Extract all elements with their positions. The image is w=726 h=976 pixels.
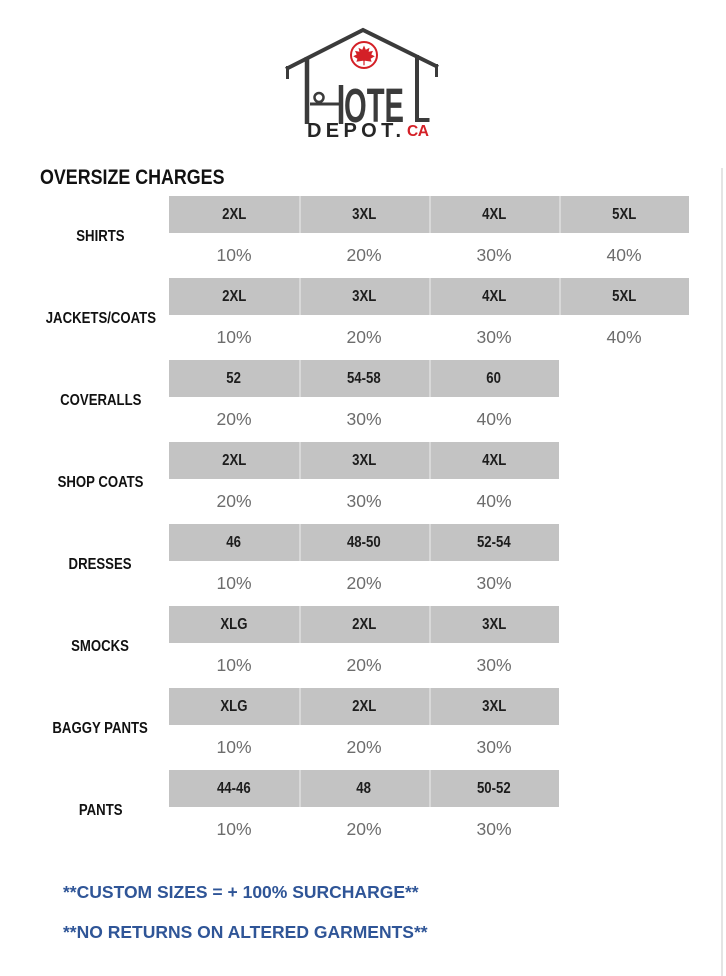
charge-cell: 30% <box>476 245 512 265</box>
size-header-bar: XLG 2XL 3XL <box>169 606 559 643</box>
charge-cell: 20% <box>346 819 382 839</box>
size-header-bar: 2XL 3XL 4XL <box>169 442 559 479</box>
table-row-jackets-coats: JACKETS/COATS 2XL 3XL 4XL 5XL 10% 20% 30… <box>0 278 726 360</box>
size-header-bar: 46 48-50 52-54 <box>169 524 559 561</box>
category-label: SHIRTS <box>76 228 125 245</box>
table-row-dresses: DRESSES 46 48-50 52-54 10% 20% 30% <box>0 524 726 606</box>
charge-cell: 10% <box>216 819 252 839</box>
size-header-cell: 52 <box>226 369 242 387</box>
table-row-pants: PANTS 44-46 48 50-52 10% 20% 30% <box>0 770 726 852</box>
page-edge-line <box>721 168 723 976</box>
size-header-cell: 48 <box>299 770 429 807</box>
size-header-cell: 5XL <box>559 278 689 315</box>
size-header-cell: 3XL <box>299 278 429 315</box>
category-label: SMOCKS <box>71 638 130 655</box>
charge-cell: 30% <box>476 573 512 593</box>
size-header-cell: 4XL <box>429 196 559 233</box>
category-label: JACKETS/COATS <box>45 310 156 327</box>
charge-row: 10% 20% 30% <box>169 725 559 770</box>
size-header-cell: 4XL <box>429 442 559 479</box>
size-header-cell: XLG <box>220 697 248 715</box>
bed-icon <box>310 85 344 124</box>
logo-depot-text: DEPOT. <box>307 120 401 142</box>
charge-cell: 40% <box>606 327 642 347</box>
charge-row: 10% 20% 30% <box>169 643 559 688</box>
category-label: SHOP COATS <box>57 474 144 491</box>
size-header-cell: 2XL <box>299 688 429 725</box>
size-header-bar: 52 54-58 60 <box>169 360 559 397</box>
charge-cell: 30% <box>476 819 512 839</box>
hotel-depot-logo: OTE DEPOT. CA <box>270 18 452 150</box>
charge-cell: 30% <box>476 737 512 757</box>
size-header-cell: 3XL <box>299 442 429 479</box>
logo-ca-text: CA <box>407 123 429 140</box>
size-header-cell: 54-58 <box>299 360 429 397</box>
size-header-cell: 48-50 <box>299 524 429 561</box>
charge-cell: 10% <box>216 245 252 265</box>
size-header-cell: 50-52 <box>429 770 559 807</box>
charge-cell: 20% <box>346 573 382 593</box>
size-header-cell: 3XL <box>429 606 559 643</box>
category-label: PANTS <box>78 802 123 819</box>
charge-row: 10% 20% 30% <box>169 807 559 852</box>
charge-cell: 10% <box>216 655 252 675</box>
charge-row: 20% 30% 40% <box>169 397 559 442</box>
charge-cell: 20% <box>346 245 382 265</box>
category-label: COVERALLS <box>59 392 142 409</box>
charge-cell: 10% <box>216 737 252 757</box>
charge-row: 10% 20% 30% <box>169 561 559 606</box>
size-header-cell: 52-54 <box>429 524 559 561</box>
charge-cell: 10% <box>216 573 252 593</box>
category-label: DRESSES <box>69 556 132 573</box>
oversize-charges-table: SHIRTS 2XL 3XL 4XL 5XL 10% 20% 30% 40% J… <box>0 196 726 852</box>
size-header-bar: 2XL 3XL 4XL 5XL <box>169 278 689 315</box>
charge-cell: 20% <box>216 491 252 511</box>
size-header-cell: 44-46 <box>217 779 251 797</box>
charge-cell: 20% <box>346 655 382 675</box>
charge-row: 20% 30% 40% <box>169 479 559 524</box>
size-header-bar: 44-46 48 50-52 <box>169 770 559 807</box>
maple-leaf-icon <box>350 41 378 69</box>
size-header-cell: 2XL <box>299 606 429 643</box>
page-title-text: OVERSIZE CHARGES <box>40 166 225 189</box>
table-row-shirts: SHIRTS 2XL 3XL 4XL 5XL 10% 20% 30% 40% <box>0 196 726 278</box>
charge-cell: 10% <box>216 327 252 347</box>
charge-cell: 30% <box>346 409 382 429</box>
size-header-cell: 4XL <box>429 278 559 315</box>
logo-otel-text: OTE <box>344 80 404 133</box>
charge-cell: 30% <box>346 491 382 511</box>
table-row-baggy-pants: BAGGY PANTS XLG 2XL 3XL 10% 20% 30% <box>0 688 726 770</box>
size-header-cell: 60 <box>429 360 559 397</box>
charge-cell: 20% <box>216 409 252 429</box>
no-returns-footnote: **NO RETURNS ON ALTERED GARMENTS** <box>63 922 428 942</box>
size-header-cell: 2XL <box>221 205 247 223</box>
charge-cell: 30% <box>476 327 512 347</box>
table-row-smocks: SMOCKS XLG 2XL 3XL 10% 20% 30% <box>0 606 726 688</box>
charge-row: 10% 20% 30% 40% <box>169 233 689 278</box>
charge-cell: 20% <box>346 327 382 347</box>
charge-cell: 30% <box>476 655 512 675</box>
charge-cell: 40% <box>476 409 512 429</box>
category-label: BAGGY PANTS <box>52 720 149 737</box>
size-header-bar: XLG 2XL 3XL <box>169 688 559 725</box>
charge-cell: 40% <box>606 245 642 265</box>
size-header-cell: 3XL <box>429 688 559 725</box>
size-header-cell: 3XL <box>299 196 429 233</box>
custom-sizes-footnote: **CUSTOM SIZES = + 100% SURCHARGE** <box>63 882 419 902</box>
house-icon <box>285 27 439 124</box>
table-row-coveralls: COVERALLS 52 54-58 60 20% 30% 40% <box>0 360 726 442</box>
size-header-cell: 46 <box>226 533 242 551</box>
size-header-cell: 2XL <box>221 287 247 305</box>
size-header-cell: XLG <box>220 615 248 633</box>
charge-row: 10% 20% 30% 40% <box>169 315 689 360</box>
size-header-cell: 5XL <box>559 196 689 233</box>
page-title: OVERSIZE CHARGES <box>40 166 257 190</box>
charge-cell: 20% <box>346 737 382 757</box>
table-row-shop-coats: SHOP COATS 2XL 3XL 4XL 20% 30% 40% <box>0 442 726 524</box>
size-header-bar: 2XL 3XL 4XL 5XL <box>169 196 689 233</box>
size-header-cell: 2XL <box>221 451 247 469</box>
charge-cell: 40% <box>476 491 512 511</box>
